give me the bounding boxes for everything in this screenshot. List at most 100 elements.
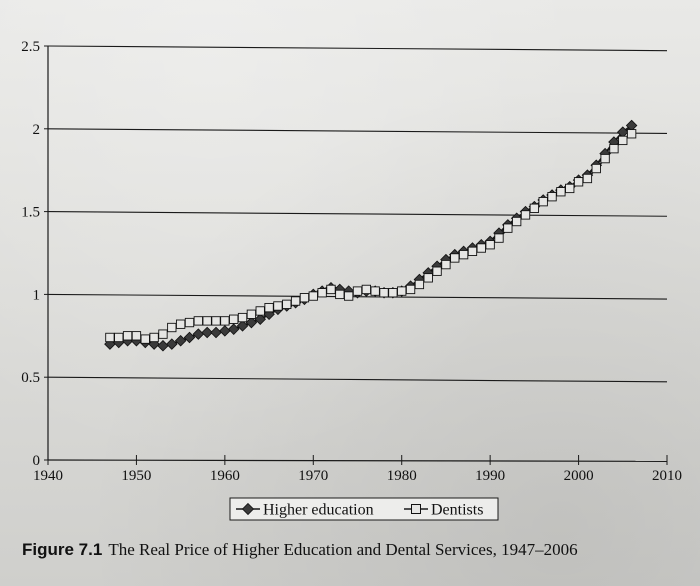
gridline-y xyxy=(47,211,668,217)
point-dentists xyxy=(432,266,442,276)
point-dentists xyxy=(352,286,363,296)
legend-entry-higher-education: Higher education xyxy=(236,502,374,519)
series-layer xyxy=(104,119,638,352)
point-dentists xyxy=(282,299,292,309)
figure-caption: Figure 7.1 The Real Price of Higher Educa… xyxy=(22,540,682,560)
y-tick-label: 0.5 xyxy=(21,370,40,386)
point-dentists xyxy=(122,331,133,341)
figure-title: The Real Price of Higher Education and D… xyxy=(108,540,578,559)
gridline-y xyxy=(47,376,668,383)
point-dentists xyxy=(131,331,142,341)
point-dentists xyxy=(414,279,425,290)
legend-diamond-icon xyxy=(241,502,255,516)
x-axis-line xyxy=(47,459,668,462)
x-tick-label: 2000 xyxy=(564,468,594,484)
point-dentists xyxy=(255,306,265,316)
point-dentists xyxy=(326,284,336,295)
point-dentists xyxy=(626,129,637,139)
point-dentists xyxy=(423,273,433,283)
x-tick-label: 2010 xyxy=(652,468,682,484)
legend-square-icon xyxy=(411,504,421,514)
point-dentists xyxy=(379,288,389,298)
point-higher-education xyxy=(166,338,178,350)
point-dentists xyxy=(547,192,557,202)
point-dentists xyxy=(220,316,230,326)
point-higher-education xyxy=(254,313,266,326)
point-dentists xyxy=(618,135,628,146)
point-dentists xyxy=(494,233,504,243)
point-higher-education xyxy=(174,335,187,347)
point-dentists xyxy=(600,153,610,164)
point-dentists xyxy=(556,187,566,197)
y-tick-label: 0 xyxy=(33,453,41,469)
point-dentists xyxy=(308,291,318,301)
point-higher-education xyxy=(183,331,196,344)
point-dentists xyxy=(202,316,212,326)
point-dentists xyxy=(114,332,124,343)
axes xyxy=(44,45,668,465)
point-higher-education xyxy=(219,325,231,337)
point-dentists xyxy=(273,301,283,311)
series-higher-education xyxy=(104,119,638,352)
point-dentists xyxy=(246,309,257,319)
point-dentists xyxy=(149,332,159,343)
point-dentists xyxy=(158,329,168,339)
point-higher-education xyxy=(236,320,249,332)
point-higher-education xyxy=(245,316,258,329)
point-dentists xyxy=(184,317,195,328)
point-dentists xyxy=(264,302,274,313)
legend: Higher education Dentists xyxy=(229,497,499,521)
point-higher-education xyxy=(227,323,240,335)
legend-box xyxy=(229,497,499,521)
point-dentists xyxy=(582,173,593,184)
point-dentists xyxy=(388,288,398,298)
point-dentists xyxy=(361,284,371,295)
point-dentists xyxy=(237,312,248,323)
point-dentists xyxy=(565,183,575,194)
point-dentists xyxy=(397,286,407,296)
x-tick-label: 1940 xyxy=(33,468,63,484)
point-dentists xyxy=(317,288,327,298)
x-tick-label: 1970 xyxy=(298,468,328,484)
y-axis-tick-labels: 0 0.5 1 1.5 2 2.5 xyxy=(21,39,40,469)
point-dentists xyxy=(193,316,203,326)
gridline-y xyxy=(47,45,668,52)
point-dentists xyxy=(512,216,522,227)
x-axis-tick-labels: 1940 1950 1960 1970 1980 1990 2000 2010 xyxy=(33,468,682,484)
x-tick-label: 1980 xyxy=(387,468,417,484)
point-dentists xyxy=(140,334,150,344)
point-dentists xyxy=(520,210,531,220)
point-dentists xyxy=(211,316,221,326)
series-line-dentists xyxy=(109,133,633,340)
figure-number: Figure 7.1 xyxy=(22,540,103,559)
point-dentists xyxy=(503,223,513,233)
y-tick-label: 1 xyxy=(33,287,41,303)
point-dentists xyxy=(105,332,115,343)
point-higher-education xyxy=(210,326,222,339)
gridline-y xyxy=(47,128,668,134)
point-higher-education xyxy=(157,339,169,352)
point-dentists xyxy=(450,253,460,263)
point-dentists xyxy=(405,284,416,295)
x-tick-label: 1950 xyxy=(121,468,151,484)
point-dentists xyxy=(529,203,540,213)
x-tick-label: 1960 xyxy=(210,468,240,484)
series-line-higher-education xyxy=(109,124,633,347)
y-tick-label: 1.5 xyxy=(21,205,40,221)
series-dentists xyxy=(105,129,637,344)
point-dentists xyxy=(290,296,301,306)
point-dentists xyxy=(458,250,469,260)
point-dentists xyxy=(441,259,451,270)
legend-label-higher-education: Higher education xyxy=(263,502,374,519)
point-higher-education xyxy=(201,326,213,339)
point-dentists xyxy=(485,240,495,250)
point-dentists xyxy=(370,286,380,296)
point-dentists xyxy=(175,319,186,329)
legend-label-dentists: Dentists xyxy=(431,502,483,519)
point-dentists xyxy=(299,293,310,303)
point-dentists xyxy=(167,322,177,333)
point-dentists xyxy=(538,197,548,207)
point-dentists xyxy=(467,246,478,256)
point-dentists xyxy=(229,314,239,324)
